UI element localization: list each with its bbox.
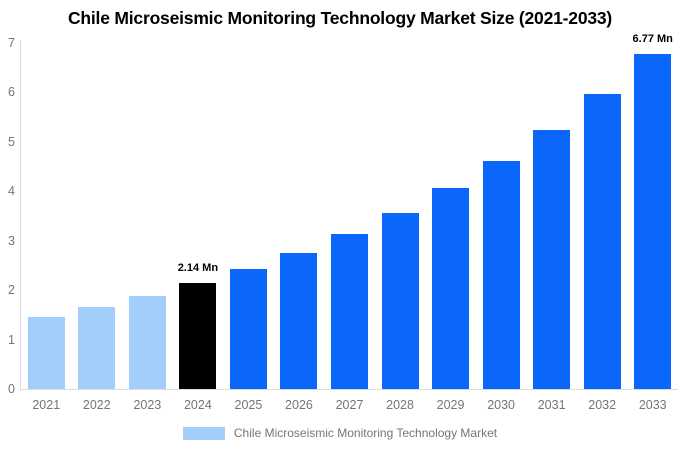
x-axis-line bbox=[20, 389, 678, 390]
x-tick-label-2030: 2030 bbox=[487, 398, 516, 412]
bar-2021 bbox=[27, 316, 65, 389]
x-tick-label-2029: 2029 bbox=[436, 398, 465, 412]
bar-2028 bbox=[381, 212, 419, 389]
y-tick-label-2: 2 bbox=[8, 283, 15, 298]
x-tick-label-2026: 2026 bbox=[285, 398, 313, 412]
chart-title: Chile Microseismic Monitoring Technology… bbox=[67, 8, 613, 28]
x-tick-label-2022: 2022 bbox=[82, 398, 111, 412]
x-tick-label-2021: 2021 bbox=[32, 398, 61, 412]
x-tick-label-2031: 2031 bbox=[537, 398, 566, 412]
bar-2024 bbox=[179, 283, 217, 389]
bar-2022 bbox=[78, 306, 116, 389]
y-tick-label-7: 7 bbox=[8, 36, 15, 50]
legend: Chile Microseismic Monitoring Technology… bbox=[0, 426, 680, 440]
value-label-2024: 2.14 Mn bbox=[177, 262, 219, 275]
x-tick-label-2028: 2028 bbox=[386, 398, 414, 412]
bar-2025 bbox=[229, 268, 267, 389]
x-tick-label-2023: 2023 bbox=[133, 398, 162, 412]
bar-2026 bbox=[280, 252, 318, 389]
x-tick-label-2027: 2027 bbox=[335, 398, 364, 412]
bar-2031 bbox=[533, 129, 571, 389]
legend-label: Chile Microseismic Monitoring Technology… bbox=[233, 426, 498, 440]
bar-2027 bbox=[331, 233, 368, 389]
value-label-2033: 6.77 Mn bbox=[632, 33, 673, 46]
y-tick-label-3: 3 bbox=[8, 233, 15, 248]
y-tick-label-6: 6 bbox=[8, 85, 15, 100]
y-tick-label-0: 0 bbox=[8, 382, 15, 396]
bar-2023 bbox=[128, 296, 166, 389]
y-axis-line bbox=[20, 40, 21, 390]
x-tick-label-2025: 2025 bbox=[234, 398, 263, 412]
bar-2033 bbox=[634, 54, 672, 389]
legend-swatch bbox=[182, 426, 225, 440]
bar-2032 bbox=[583, 94, 621, 389]
x-tick-label-2032: 2032 bbox=[588, 398, 617, 412]
y-tick-label-4: 4 bbox=[8, 184, 15, 199]
x-tick-label-2024: 2024 bbox=[183, 398, 212, 412]
bar-2029 bbox=[432, 188, 470, 389]
y-tick-label-5: 5 bbox=[8, 134, 15, 149]
x-tick-label-2033: 2033 bbox=[638, 398, 667, 412]
y-tick-label-1: 1 bbox=[8, 332, 15, 347]
bar-2030 bbox=[482, 161, 520, 389]
